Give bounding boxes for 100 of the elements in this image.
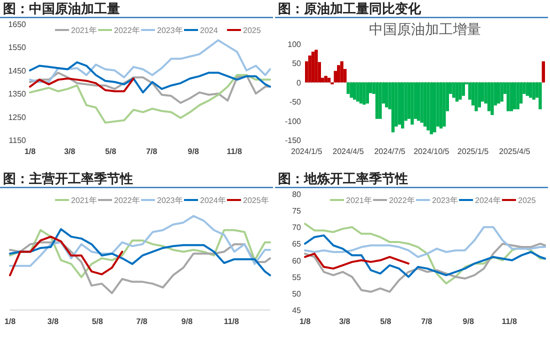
bar [423,82,427,127]
line-series [29,61,271,94]
bar [311,52,315,82]
bar [353,82,356,100]
bar [385,82,388,108]
chart-title: 图：原油加工量同比变化 [278,1,422,16]
x-tick-label: 2024/10/5 [414,147,450,156]
x-tick-label: 7/8 [146,147,158,156]
bar [426,82,430,130]
legend-label: 2023年 [432,196,458,205]
bar [391,82,395,132]
bar [350,82,353,98]
bar [340,61,344,82]
x-tick-label: 9/8 [462,317,474,326]
bar [452,82,456,98]
bar [346,82,350,94]
bar [308,56,312,82]
bar [442,82,446,127]
bar [398,82,401,125]
y-tick-label: 45 [292,306,302,315]
y-tick-label: 80 [292,190,302,199]
line-series [304,242,546,293]
bar [366,82,369,104]
y-tick-label: -100 [284,116,302,126]
y-tick-label: 1650 [8,20,27,29]
x-tick-label: 11/8 [502,317,518,326]
bar [510,82,513,112]
bar [513,82,516,110]
x-tick-label: 9/8 [188,147,200,156]
line-series [29,78,135,92]
x-tick-label: 7/8 [421,317,433,326]
y-tick-label: 0 [296,78,302,88]
y-tick-label: 55 [292,272,302,282]
bar [516,82,520,110]
y-tick-label: 1350 [8,90,27,99]
legend-label: 2021年 [346,196,372,205]
bar [455,82,459,102]
line-series [29,74,271,124]
bar [337,65,340,82]
bar [327,78,331,82]
bar [487,82,491,112]
legend-label: 2023年 [157,196,183,205]
bar [439,82,443,128]
legend-label: 2022年 [389,196,415,205]
legend-label: 2024年 [475,196,501,205]
x-tick-label: 2024/7/5 [374,147,406,156]
y-tick-label: 1450 [8,66,27,76]
x-tick-label: 1/8 [299,317,312,326]
legend-label: 2024年 [200,196,226,205]
chart-title: 图：中国原油加工量 [3,1,120,16]
bar [478,82,481,108]
bar [430,82,433,134]
bar [417,82,420,121]
bar [542,61,545,82]
chart-title: 图：主营开工率季节性 [3,171,133,186]
x-tick-label: 9/8 [181,317,194,326]
x-tick-label: 2024/4/5 [332,147,364,156]
y-tick-label: 100 [288,40,302,49]
bar [500,82,504,102]
bar [420,82,424,123]
x-tick-label: 2024/1/5 [291,147,323,156]
bar [529,82,532,98]
y-tick-label: 60 [292,256,302,266]
y-tick-label: 65 [292,240,302,249]
y-tick-label: 70 [292,223,302,232]
legend-label: 2021年 [71,196,97,205]
y-tick-label: 50 [292,289,302,298]
legend-label: 2022年 [114,196,140,205]
bar [474,82,478,112]
x-tick-label: 1/8 [24,147,36,156]
bar [324,76,328,82]
line-series [304,252,410,270]
x-tick-label: 7/8 [136,317,148,326]
x-tick-label: 3/8 [64,147,76,156]
x-tick-label: 5/8 [105,147,117,156]
bar [526,82,529,96]
x-tick-label: 2025/4/5 [499,147,531,156]
bar [462,82,465,96]
bar [375,82,379,119]
line-series [29,39,271,83]
bar [433,82,436,132]
chart-title: 图：地炼开工率季节性 [278,171,408,186]
x-tick-label: 3/8 [339,317,351,326]
bar [532,82,536,100]
bar [362,82,366,105]
legend-label: 2021年 [71,26,97,35]
x-tick-label: 1/8 [4,317,16,326]
legend-label: 2022年 [114,26,140,35]
x-tick-label: 11/8 [224,317,240,326]
line-series [304,234,546,278]
bar [506,82,510,112]
x-tick-label: 3/8 [47,317,60,326]
bar [497,82,500,104]
legend-label: 2025 [243,26,262,35]
bar [458,82,462,100]
line-series [304,226,546,258]
y-tick-label: -150 [284,136,302,145]
bar [490,82,494,116]
y-tick-label: 1150 [8,136,27,145]
y-tick-label: 50 [292,59,302,68]
